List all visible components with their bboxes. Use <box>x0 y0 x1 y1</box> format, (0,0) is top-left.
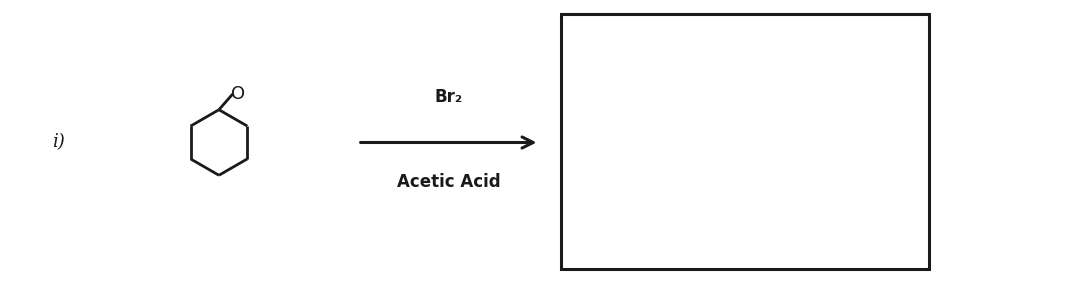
Bar <box>561 14 929 269</box>
Text: i): i) <box>52 133 65 152</box>
Text: Acetic Acid: Acetic Acid <box>396 173 501 192</box>
Text: O: O <box>231 85 245 103</box>
Text: Br₂: Br₂ <box>435 88 462 106</box>
